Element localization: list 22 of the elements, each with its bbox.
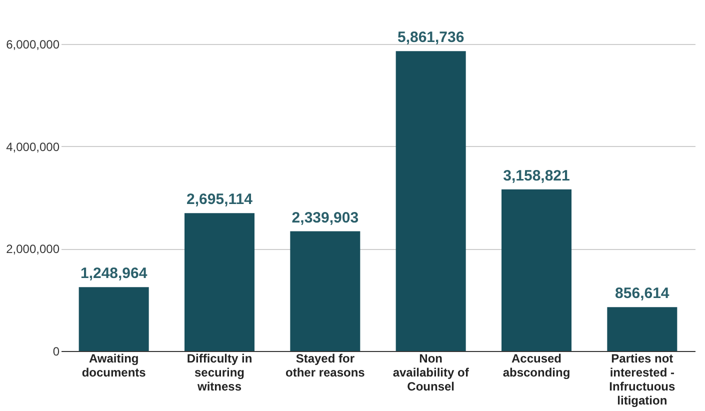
- data-label: 856,614: [615, 285, 670, 302]
- data-label: 2,695,114: [186, 191, 254, 208]
- bar: [607, 307, 678, 351]
- x-tick-label: Accused absconding: [502, 352, 570, 380]
- bar: [78, 287, 149, 351]
- y-tick-label: 6,000,000: [6, 38, 60, 52]
- bar: [290, 231, 360, 351]
- y-tick-label: 2,000,000: [6, 242, 60, 256]
- bar: [396, 51, 466, 351]
- data-label: 3,158,821: [503, 167, 570, 184]
- data-label: 2,339,903: [292, 209, 359, 226]
- x-tick-label: Stayed for other reasons: [285, 352, 366, 380]
- data-label: 1,248,964: [80, 265, 148, 282]
- data-label: 5,861,736: [397, 29, 464, 46]
- bar: [502, 189, 572, 351]
- bar: [184, 213, 254, 351]
- y-tick-label: 0: [52, 344, 60, 358]
- x-tick-label: Awaiting documents: [82, 352, 146, 380]
- x-tick-label: Non availability of Counsel: [392, 352, 470, 394]
- x-tick-label: Parties not interested - Infructuous litigation: [609, 352, 676, 408]
- y-tick-label: 4,000,000: [6, 140, 60, 154]
- x-tick-label: Difficulty in securing witness: [186, 352, 252, 394]
